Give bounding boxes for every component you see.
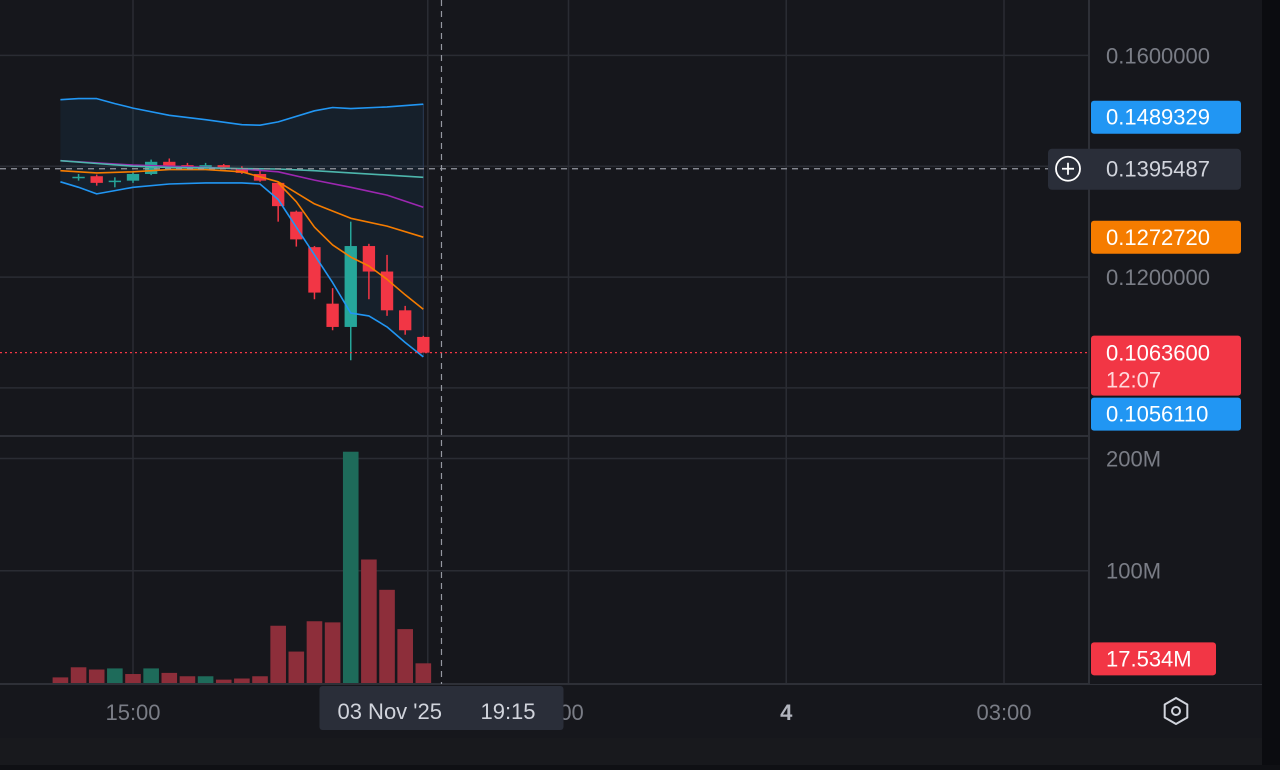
time-axis-bg [0, 685, 1262, 738]
volume-bar [342, 451, 359, 683]
price-tick-label: 0.1600000 [1106, 43, 1210, 68]
candle-body [380, 271, 394, 311]
volume-tick-label: 100M [1106, 559, 1161, 584]
crosshair-date-label: 03 Nov '25 [337, 699, 442, 724]
candle-body [126, 174, 140, 181]
price-lines [0, 0, 1089, 684]
candle-body [271, 182, 285, 207]
indicator-bollinger-basis-orange [277, 182, 424, 310]
candle-body [90, 176, 103, 183]
candle-body [163, 161, 176, 167]
candle-body [235, 168, 249, 173]
last-price-label: 0.1063600 [1106, 341, 1210, 366]
crosshair-time-label-bg [319, 686, 564, 730]
volume-bar [415, 663, 432, 683]
price-marker-bg [1091, 397, 1241, 431]
volume-bars [52, 451, 432, 683]
price-marker-bg [1091, 220, 1241, 254]
price-markers: 0.1489329 0.1395487 0.1272720 0.106360012:0… [1048, 100, 1241, 676]
candle-body [417, 336, 430, 353]
candle-body [362, 246, 376, 272]
volume-marker-bg [1091, 642, 1216, 676]
time-tick-label: 03:00 [976, 700, 1031, 725]
crosshair-price-label: 0.1395487 [1106, 157, 1210, 182]
price-tick-label: 0.1200000 [1106, 265, 1210, 290]
indicator-bollinger-lower [60, 181, 424, 358]
bottom-toolbar [0, 738, 1262, 765]
price-marker-bg [1091, 100, 1241, 134]
crosshair-time-label: 19:15 [480, 699, 535, 724]
volume-bar [143, 668, 159, 683]
volume-bar [306, 621, 323, 683]
crosshair-price-label-bg [1048, 148, 1241, 190]
volume-bar [234, 678, 250, 683]
indicator-ma-orange [60, 168, 424, 238]
volume-bar [179, 676, 196, 683]
grid [0, 0, 1262, 738]
volume-bar [379, 589, 395, 683]
time-tick-label: 4 [780, 700, 793, 725]
volume-bar [361, 559, 377, 683]
volume-bar [70, 667, 87, 683]
time-tick-label: 15:00 [105, 700, 160, 725]
chart-background [0, 0, 1262, 738]
indicator-ma-teal [60, 159, 424, 179]
volume-bar [125, 674, 141, 683]
volume-bar [52, 677, 69, 683]
volume-marker-label: 17.534M [1106, 646, 1192, 671]
candle-body [72, 176, 85, 179]
candle-body [217, 165, 230, 168]
volume-bar [397, 629, 413, 683]
candle-body [108, 180, 122, 183]
volume-bar [324, 622, 341, 683]
price-marker-label: 0.1489329 [1106, 105, 1210, 130]
candle-body [199, 165, 212, 168]
last-price-label-bg [1091, 335, 1241, 396]
candle-body [326, 303, 339, 327]
volume-bar [107, 668, 123, 683]
volume-bar [288, 651, 305, 683]
countdown-label: 12:07 [1106, 368, 1161, 393]
volume-bar [161, 672, 178, 683]
settings-center-icon [1171, 706, 1181, 716]
settings-hexagon-icon [1163, 697, 1189, 725]
indicator-bollinger-upper [60, 97, 424, 126]
volume-bar [88, 669, 105, 683]
volume-bar [197, 676, 214, 683]
right-edge-rail [1262, 0, 1280, 765]
volume-tick-label: 200M [1106, 446, 1161, 471]
candle-body [144, 161, 158, 174]
candle-body [399, 310, 412, 331]
volume-bar [270, 625, 286, 683]
price-marker-label: 0.1056110 [1106, 402, 1208, 427]
price-marker-label: 0.1272720 [1106, 225, 1210, 250]
plus-circle-icon [1055, 155, 1081, 182]
volume-bar [252, 676, 268, 683]
candle-body [344, 246, 357, 327]
volume-bar [215, 679, 232, 683]
